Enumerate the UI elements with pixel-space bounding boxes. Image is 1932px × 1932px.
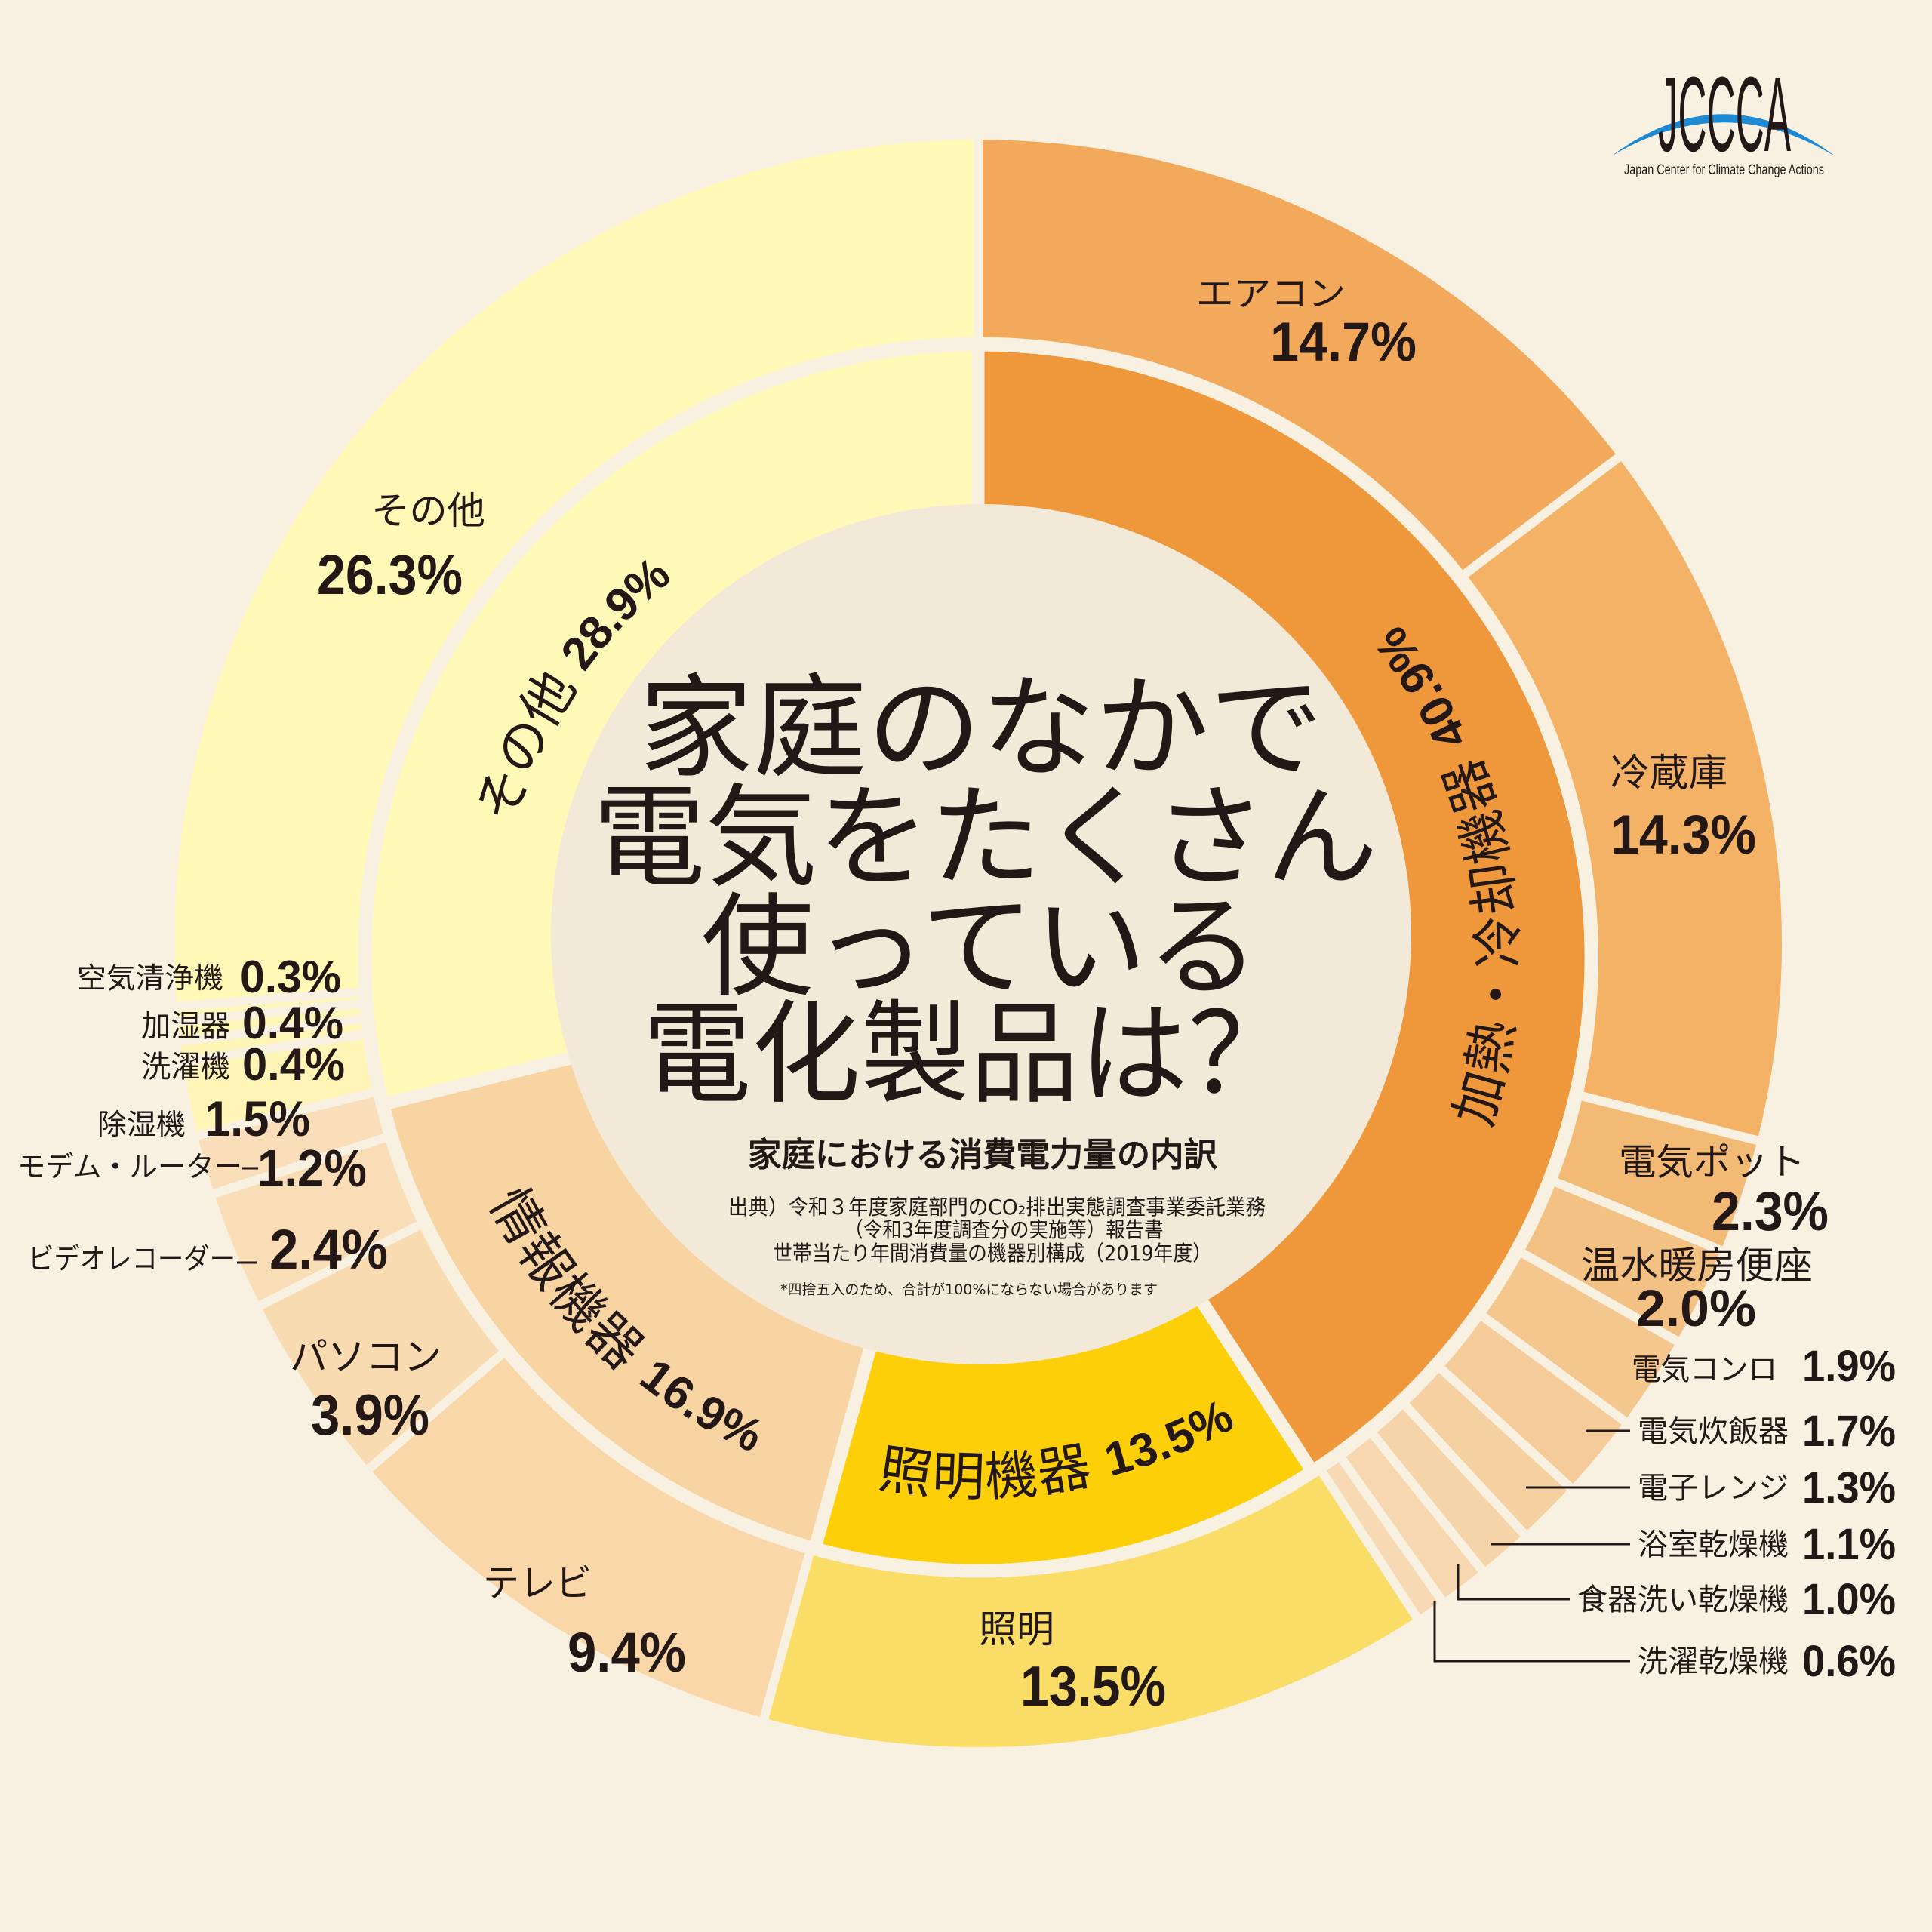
- center-title: 家庭のなかで 電気をたくさん 使っている 電化製品は？: [593, 663, 1378, 1119]
- label-dehumidifier-pct: 1.5%: [205, 1091, 310, 1146]
- label-dehumidifier-name: 除湿機: [97, 1108, 186, 1141]
- label-rice-cooker-pct: 1.7%: [1802, 1407, 1896, 1456]
- logo-arc-icon: [1611, 114, 1836, 157]
- label-tv-name: テレビ: [483, 1561, 592, 1605]
- label-dishwasher-pct: 1.0%: [1802, 1575, 1896, 1624]
- label-other-name: その他: [371, 489, 485, 533]
- logo-abbr: JCCCA: [1658, 54, 1791, 174]
- source-line-1: 出典）令和３年度家庭部門のCO₂排出実態調査事業委託業務: [728, 1195, 1266, 1220]
- label-video-recorder-pct: 2.4%: [269, 1218, 388, 1281]
- label-refrigerator-pct: 14.3%: [1611, 804, 1756, 866]
- label-electric-stove-name: 電気コンロ: [1632, 1352, 1777, 1387]
- leader-lines: [1433, 1429, 1630, 1663]
- dishwasher-leader: [1457, 1564, 1570, 1601]
- label-humidifier-name: 加湿器: [141, 1009, 230, 1044]
- rounding-note: *四捨五入のため、合計が100%にならない場合があります: [780, 1281, 1158, 1298]
- label-lighting-pct: 13.5%: [1020, 1654, 1166, 1718]
- label-washer-dryer-pct: 0.6%: [1802, 1637, 1896, 1686]
- label-electric-pot-name: 電気ポット: [1619, 1141, 1805, 1183]
- label-pc-name: パソコン: [290, 1335, 441, 1379]
- label-refrigerator-name: 冷蔵庫: [1611, 751, 1727, 795]
- title-line-1: 家庭のなかで: [639, 663, 1324, 793]
- label-electric-pot-pct: 2.3%: [1712, 1181, 1829, 1242]
- label-air-conditioner-pct: 14.7%: [1270, 312, 1417, 373]
- label-heated-toilet-seat-name: 温水暖房便座: [1581, 1244, 1813, 1287]
- source-line-2: （令和3年度調査分の実施等）報告書: [844, 1217, 1164, 1242]
- source-line-3: 世帯当たり年間消費量の機器別構成（2019年度）: [773, 1241, 1212, 1266]
- label-tv-pct: 9.4%: [568, 1621, 686, 1684]
- logo-tagline: Japan Center for Climate Change Actions: [1624, 162, 1824, 178]
- label-air-purifier-name: 空気清浄機: [77, 961, 223, 995]
- source-citation: 出典）令和３年度家庭部門のCO₂排出実態調査事業委託業務 （令和3年度調査分の実…: [728, 1195, 1266, 1298]
- label-washing-machine-name: 洗濯機: [141, 1050, 230, 1084]
- label-dishwasher-name: 食器洗い乾燥機: [1577, 1583, 1789, 1617]
- center-disc: [551, 504, 1411, 1364]
- label-bathroom-dryer-pct: 1.1%: [1802, 1520, 1896, 1569]
- label-air-purifier-pct: 0.3%: [240, 952, 341, 1002]
- label-modem-router-pct: 1.2%: [257, 1139, 367, 1198]
- label-modem-router-name: モデム・ルーター: [17, 1150, 242, 1183]
- jccca-logo: JCCCA Japan Center for Climate Change Ac…: [1611, 54, 1836, 178]
- label-bathroom-dryer-name: 浴室乾燥機: [1638, 1527, 1789, 1562]
- label-air-conditioner-name: エアコン: [1196, 273, 1346, 314]
- label-washing-machine-pct: 0.4%: [242, 1039, 345, 1090]
- label-video-recorder-name: ビデオレコーダー: [28, 1242, 235, 1275]
- label-washer-dryer-name: 洗濯乾燥機: [1638, 1644, 1789, 1679]
- washer-dryer-leader: [1433, 1601, 1630, 1663]
- label-microwave-name: 電子レンジ: [1638, 1471, 1789, 1506]
- title-line-4: 電化製品は？: [642, 989, 1297, 1119]
- outer-labels: エアコン 14.7% 冷蔵庫 14.3% 電気ポット 2.3% 温水暖房便座 2…: [17, 273, 1896, 1718]
- label-pc-pct: 3.9%: [311, 1383, 429, 1447]
- label-lighting-name: 照明: [979, 1607, 1054, 1651]
- title-line-3: 使っている: [701, 882, 1260, 1012]
- label-electric-stove-pct: 1.9%: [1802, 1342, 1896, 1391]
- label-heated-toilet-seat-pct: 2.0%: [1636, 1279, 1756, 1337]
- label-rice-cooker-name: 電気炊飯器: [1638, 1414, 1789, 1449]
- label-other-pct: 26.3%: [317, 543, 463, 606]
- label-microwave-pct: 1.3%: [1802, 1463, 1896, 1512]
- label-humidifier-pct: 0.4%: [242, 998, 343, 1048]
- title-line-2: 電気をたくさん: [593, 773, 1378, 903]
- chart-subtitle: 家庭における消費電力量の内訳: [748, 1136, 1218, 1174]
